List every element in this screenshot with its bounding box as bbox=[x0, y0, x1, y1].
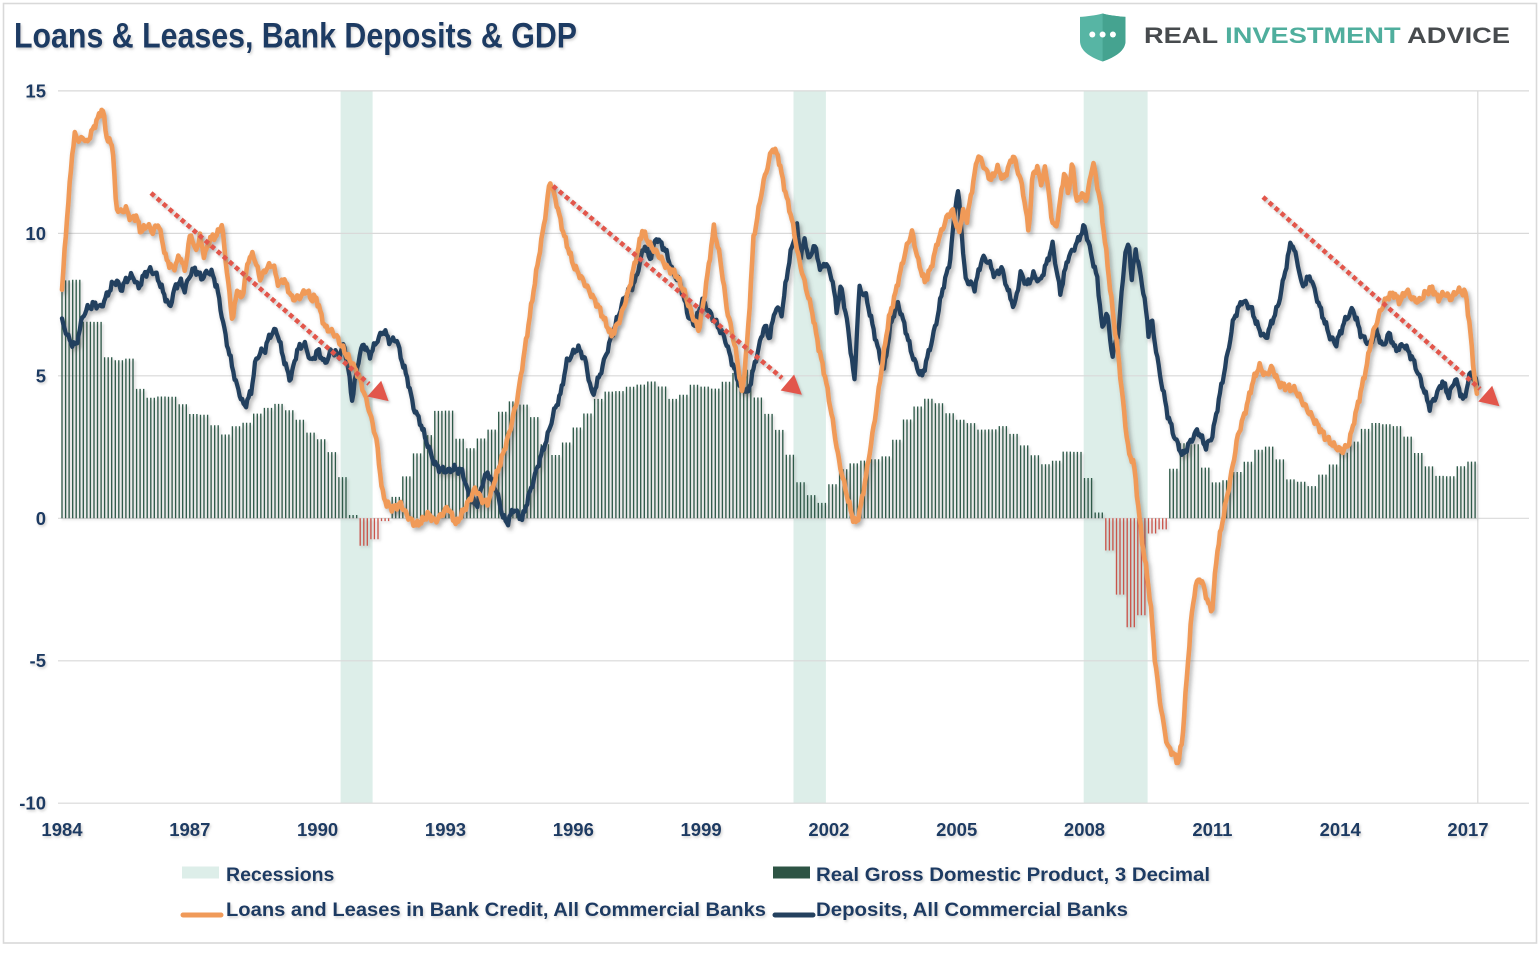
svg-text:-5: -5 bbox=[30, 650, 46, 671]
svg-text:Loans and Leases in Bank Credi: Loans and Leases in Bank Credit, All Com… bbox=[226, 899, 766, 921]
svg-text:2005: 2005 bbox=[936, 819, 977, 840]
svg-text:0: 0 bbox=[36, 508, 46, 529]
svg-text:1990: 1990 bbox=[297, 819, 338, 840]
svg-text:1987: 1987 bbox=[169, 819, 210, 840]
svg-text:-10: -10 bbox=[19, 793, 46, 814]
svg-text:Deposits, All Commercial Banks: Deposits, All Commercial Banks bbox=[816, 899, 1128, 921]
svg-text:2014: 2014 bbox=[1320, 819, 1362, 840]
svg-text:10: 10 bbox=[25, 223, 46, 244]
svg-text:1993: 1993 bbox=[425, 819, 466, 840]
svg-text:2011: 2011 bbox=[1192, 819, 1232, 840]
svg-text:1996: 1996 bbox=[553, 819, 594, 840]
svg-text:Real Gross Domestic Product, 3: Real Gross Domestic Product, 3 Decimal bbox=[816, 864, 1210, 886]
svg-text:REAL INVESTMENT ADVICE: REAL INVESTMENT ADVICE bbox=[1144, 23, 1510, 48]
svg-text:2002: 2002 bbox=[808, 819, 849, 840]
svg-text:2017: 2017 bbox=[1447, 819, 1488, 840]
svg-text:2008: 2008 bbox=[1064, 819, 1105, 840]
svg-text:Loans & Leases, Bank Deposits: Loans & Leases, Bank Deposits & GDP bbox=[14, 17, 577, 56]
svg-text:5: 5 bbox=[36, 365, 46, 386]
svg-text:15: 15 bbox=[25, 80, 46, 101]
svg-text:Recessions: Recessions bbox=[226, 864, 335, 886]
svg-text:1999: 1999 bbox=[681, 819, 722, 840]
svg-text:1984: 1984 bbox=[41, 819, 83, 840]
